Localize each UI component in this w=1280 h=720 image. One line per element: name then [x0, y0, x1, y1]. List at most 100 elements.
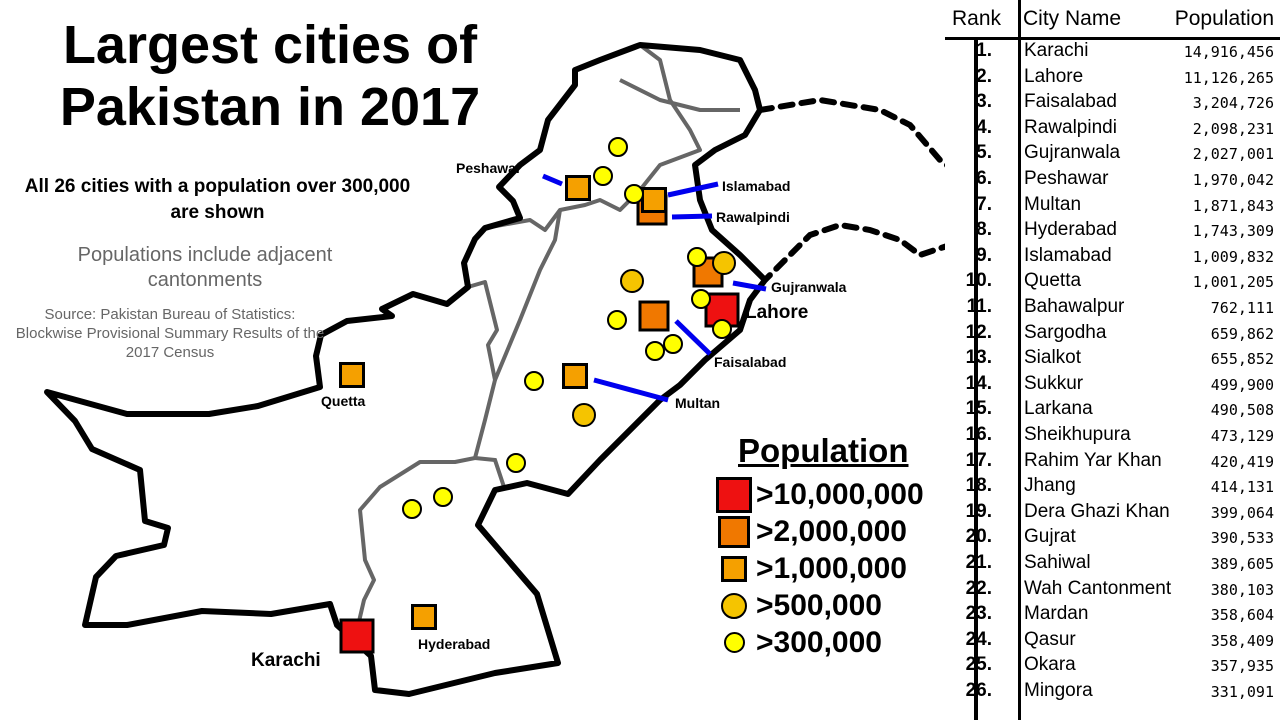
population-cell: 358,409: [1210, 631, 1274, 650]
population-cell: 399,064: [1210, 503, 1274, 522]
rank-cell: 12.: [965, 321, 992, 343]
table-row: 14. Sukkur 499,900: [945, 373, 1280, 399]
map-subtitle: All 26 cities with a population over 300…: [24, 176, 411, 223]
city-marker-multan: [562, 363, 588, 389]
city-marker-jhang: [607, 310, 627, 330]
population-cell: 420,419: [1210, 452, 1274, 471]
map-title: Largest cities of Pakistan in 2017: [59, 15, 481, 137]
population-cell: 1,871,843: [1192, 196, 1274, 215]
table-row: 17. Rahim Yar Khan 420,419: [945, 450, 1280, 476]
city-cell: Sukkur: [1024, 372, 1084, 394]
label-peshawar: Peshawar: [456, 160, 522, 176]
rank-cell: 10.: [965, 270, 992, 292]
city-marker-faisalabad: [638, 300, 670, 332]
city-cell: Sargodha: [1024, 321, 1107, 343]
city-marker-islamabad: [641, 187, 667, 213]
label-multan: Multan: [675, 395, 721, 411]
label-lahore: Lahore: [745, 302, 809, 323]
table-row: 10. Quetta 1,001,205: [945, 270, 1280, 296]
legend-item: >300,000: [712, 624, 924, 661]
city-cell: Larkana: [1024, 398, 1093, 420]
population-cell: 1,743,309: [1192, 222, 1274, 241]
leader-line: [732, 280, 767, 292]
large-red-square-icon: [716, 476, 752, 513]
rank-cell: 25.: [965, 654, 992, 676]
rank-cell: 7.: [976, 193, 992, 215]
population-cell: 357,935: [1210, 657, 1274, 676]
city-marker-sahiwal: [645, 341, 665, 361]
rank-cell: 1.: [976, 40, 992, 61]
table-row: 24. Qasur 358,409: [945, 629, 1280, 655]
legend-label: >1,000,000: [756, 551, 907, 585]
legend: Population >10,000,000 >2,000,000 >1,000…: [712, 432, 924, 661]
city-marker-bahawalpur: [572, 403, 596, 427]
city-marker-sialkot: [712, 251, 736, 275]
table-row: 4. Rawalpindi 2,098,231: [945, 117, 1280, 143]
city-cell: Bahawalpur: [1024, 296, 1125, 317]
table-row: 6. Peshawar 1,970,042: [945, 168, 1280, 194]
city-marker-rahim-yar-khan: [506, 453, 526, 473]
city-cell: Mingora: [1024, 680, 1093, 701]
province-border-sindh-punjab: [474, 456, 507, 491]
rank-cell: 15.: [965, 398, 992, 420]
population-cell: 11,126,265: [1183, 68, 1274, 87]
city-cell: Lahore: [1024, 65, 1084, 87]
rank-cell: 19.: [965, 500, 992, 522]
legend-label: >10,000,000: [756, 477, 924, 511]
pakistan-border: [44, 42, 768, 697]
legend-label: >2,000,000: [756, 514, 907, 548]
city-cell: Jhang: [1024, 475, 1076, 497]
legend-item: >1,000,000: [712, 550, 924, 587]
population-cell: 1,001,205: [1192, 273, 1274, 292]
legend-item: >500,000: [712, 587, 924, 624]
city-marker-peshawar: [565, 175, 591, 201]
table-row: 9. Islamabad 1,009,832: [945, 245, 1280, 271]
header-divider: [945, 37, 1280, 40]
label-quetta: Quetta: [321, 393, 366, 409]
city-cell: Rahim Yar Khan: [1024, 449, 1162, 471]
city-marker-larkana: [433, 487, 453, 507]
population-cell: 473,129: [1210, 427, 1274, 445]
table-row: 11. Bahawalpur 762,111: [945, 296, 1280, 322]
city-cell: Wah Cantonment: [1024, 577, 1172, 599]
rank-cell: 4.: [976, 116, 992, 138]
city-cell: Islamabad: [1024, 244, 1112, 266]
table-row: 2. Lahore 11,126,265: [945, 66, 1280, 92]
province-borders: [355, 280, 499, 631]
population-cell: 659,862: [1210, 324, 1274, 343]
table-row: 12. Sargodha 659,862: [945, 322, 1280, 348]
province-border-gb: [619, 78, 740, 112]
city-cell: Mardan: [1024, 603, 1089, 625]
population-cell: 2,098,231: [1192, 119, 1274, 138]
city-marker-wah-cantonment: [624, 184, 644, 204]
rank-cell: 17.: [965, 449, 992, 471]
city-cell: Gujrat: [1024, 526, 1076, 548]
city-cell: Dera Ghazi Khan: [1024, 500, 1170, 522]
table-row: 15. Larkana 490,508: [945, 398, 1280, 424]
population-table: Rank City Name Population 1. Karachi 14,91…: [945, 0, 1280, 720]
rank-cell: 21.: [965, 552, 992, 573]
table-row: 25. Okara 357,935: [945, 654, 1280, 680]
leader-line: [674, 319, 712, 356]
city-cell: Multan: [1024, 193, 1082, 215]
rank-cell: 22.: [965, 577, 992, 599]
city-cell: Sialkot: [1024, 347, 1082, 369]
population-cell: 14,916,456: [1183, 43, 1274, 61]
population-cell: 655,852: [1210, 350, 1274, 369]
rank-cell: 3.: [976, 91, 992, 113]
label-gujranwala: Gujranwala: [771, 279, 847, 295]
table-row: 21. Sahiwal 389,605: [945, 552, 1280, 578]
city-cell: Okara: [1024, 654, 1076, 676]
population-cell: 1,970,042: [1192, 171, 1274, 189]
table-row: 23. Mardan 358,604: [945, 603, 1280, 629]
city-marker-hyderabad: [411, 604, 437, 630]
city-marker-sargodha: [620, 269, 644, 293]
small-orange-square-icon: [721, 555, 747, 582]
city-marker-mardan: [593, 166, 613, 186]
city-marker-lahore: [704, 292, 740, 328]
column-divider: [1018, 0, 1021, 720]
rank-cell: 9.: [976, 244, 992, 266]
table-row: 18. Jhang 414,131: [945, 475, 1280, 501]
table-row: 7. Multan 1,871,843: [945, 194, 1280, 220]
label-hyderabad: Hyderabad: [418, 636, 491, 652]
